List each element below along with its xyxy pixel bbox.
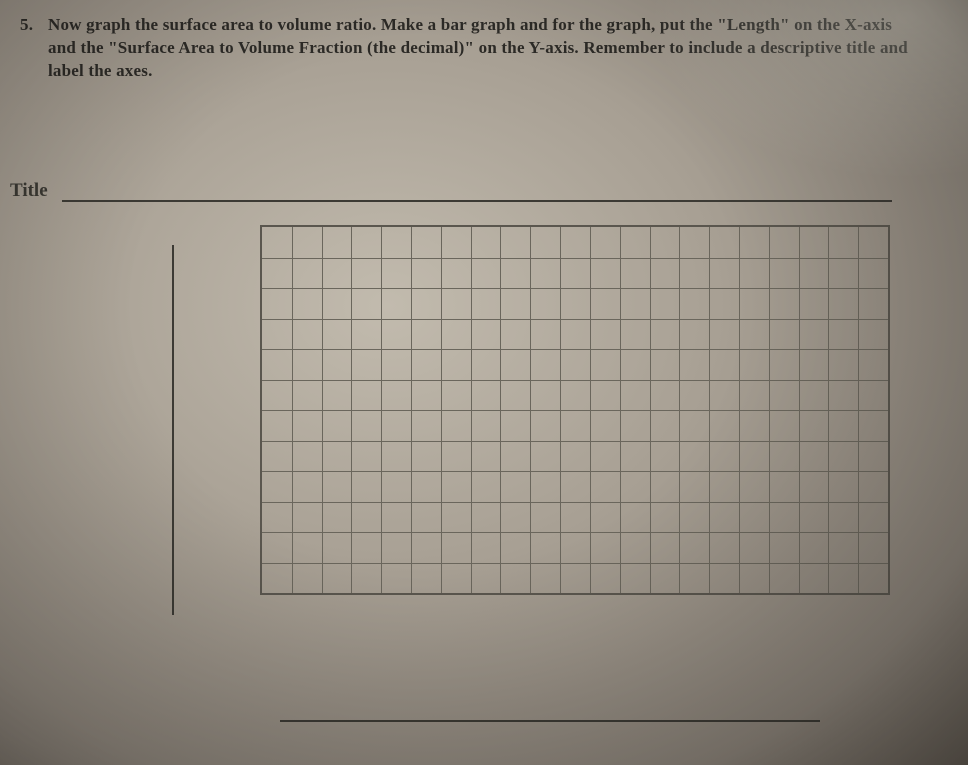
grid-hline [262,380,888,381]
title-blank-line[interactable] [62,200,892,202]
grid-hline [262,349,888,350]
grid-inner [260,225,890,595]
question-number: 5. [20,14,33,37]
grid-hline [262,258,888,259]
grid-hline [262,532,888,533]
grid-hline [262,441,888,442]
grid-hline [262,563,888,564]
grid-hline [262,502,888,503]
question-block: 5. Now graph the surface area to volume … [48,14,908,83]
xaxis-blank-line[interactable] [280,720,820,722]
yaxis-blank-line[interactable] [172,245,174,615]
graph-grid[interactable] [260,225,890,595]
grid-hline [262,288,888,289]
title-label: Title [10,180,48,202]
grid-hline [262,471,888,472]
grid-hline [262,410,888,411]
question-text: Now graph the surface area to volume rat… [48,15,908,80]
grid-hline [262,319,888,320]
worksheet-page: 5. Now graph the surface area to volume … [0,0,968,765]
